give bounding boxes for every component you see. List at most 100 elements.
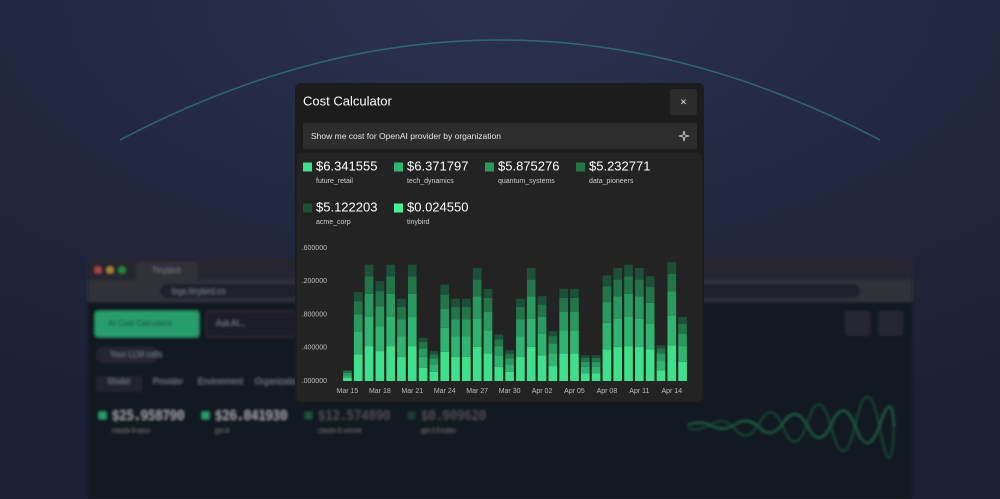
chart: $6.341555 future_retail $6.371797 tech_dyna… [302, 158, 687, 395]
bar-segment [624, 346, 633, 381]
bar-segment [667, 273, 677, 292]
legend-total: $0.024550 [407, 199, 468, 214]
bar-segment [602, 302, 612, 323]
bar-segment [483, 330, 493, 354]
bar-segment [505, 350, 514, 354]
y-tick-label: .400000 [302, 345, 327, 352]
bar-segment [537, 296, 547, 305]
ask-label: Ask AI... [216, 319, 245, 328]
tab-label: Model [108, 377, 130, 386]
metric-swatch [408, 412, 415, 419]
legend-swatch [303, 162, 312, 172]
close-icon[interactable]: × [680, 96, 686, 108]
bar-segment [667, 291, 677, 316]
bar-segment [624, 276, 633, 294]
bar-segment [602, 275, 612, 287]
bar-segment [483, 353, 493, 381]
legend-name: data_pioneers [589, 178, 634, 185]
bar-segment [559, 312, 568, 331]
metrics: $25.958790 claude-3-opus $26.841930 gpt-4 $1… [99, 409, 486, 435]
x-tick-label: Mar 21 [401, 388, 423, 395]
bar-segment [548, 343, 558, 354]
bar-segment [364, 316, 374, 347]
bar-segment [602, 322, 612, 350]
legend-name: quantum_systems [498, 178, 555, 185]
sparkle-icon[interactable] [678, 130, 690, 142]
bar-segment [418, 348, 428, 357]
bar-segment [526, 267, 536, 280]
x-tick-label: Mar 24 [434, 388, 456, 395]
bar-segment [407, 293, 417, 317]
bar-segment [613, 267, 623, 280]
bar-segment [451, 307, 460, 320]
tab-label: Provider [153, 377, 183, 386]
x-tick-label: Mar 27 [466, 388, 488, 395]
bar-segment [462, 307, 471, 320]
bar-segment [591, 373, 601, 381]
bar-segment [635, 346, 644, 381]
legend-name: tech_dynamics [407, 178, 454, 185]
bar-segment [386, 316, 395, 347]
bar-segment [375, 351, 385, 381]
metric-swatch [305, 412, 312, 419]
calc-button-label: AI Cost Calculator [108, 319, 173, 328]
bar-segment [559, 288, 568, 298]
bar-segment [516, 336, 525, 357]
bar-segment [386, 276, 395, 294]
bar-segment [364, 293, 374, 317]
bar-segment [353, 292, 363, 302]
bar-segment [505, 353, 514, 359]
bar-segment [559, 330, 568, 354]
bar-segment [591, 355, 601, 358]
bar-segment [656, 361, 666, 371]
bar-segment [667, 345, 677, 381]
bar-segment [656, 348, 666, 354]
bar-segment [397, 298, 406, 308]
bar-segment [343, 372, 352, 376]
x-tick-label: Apr 14 [661, 388, 682, 395]
bar-segment [343, 377, 352, 381]
legend-swatch [303, 203, 312, 213]
dot [106, 266, 114, 274]
bar-segment [624, 293, 633, 317]
bar-segment [656, 345, 666, 349]
bar-segment [364, 346, 374, 381]
bar-segment [375, 291, 385, 307]
bar-segment [537, 355, 547, 381]
bar-segment [397, 307, 406, 320]
bar-segment [353, 301, 363, 315]
bar-segment [364, 276, 374, 294]
bar-segment [645, 287, 655, 303]
filter-chip [96, 347, 158, 363]
bar-segment [613, 318, 623, 347]
x-tick-label: Apr 11 [629, 388, 649, 395]
metric-swatch [99, 412, 106, 419]
bar-segment [451, 336, 460, 357]
bar-segment [397, 336, 406, 357]
bar-segment [580, 366, 590, 374]
bar-segment [472, 296, 482, 319]
bar-segment [472, 318, 482, 347]
bar-segment [526, 296, 536, 319]
metric-swatch [202, 412, 209, 419]
bar-segment [494, 366, 504, 381]
bar-segment [353, 314, 363, 332]
bar-segment [602, 286, 612, 303]
legend-total: $6.341555 [316, 158, 377, 173]
legend-total: $5.232771 [589, 158, 650, 173]
bar-segment [462, 336, 471, 357]
bar-segment [440, 327, 450, 352]
bar-segment [548, 366, 558, 381]
x-tick-label: Apr 05 [564, 388, 585, 395]
close-button[interactable] [670, 89, 697, 115]
bar-segment [375, 326, 385, 352]
bar-segment [462, 319, 471, 337]
legend-swatch [394, 203, 403, 213]
bar-segment [645, 302, 655, 324]
tab-label: Organization [255, 377, 300, 386]
bar-segment [613, 346, 623, 381]
prompt-field[interactable] [303, 123, 697, 149]
bar-segment [537, 304, 547, 317]
bar-segment [462, 298, 471, 308]
y-tick-label: .600000 [302, 245, 327, 252]
